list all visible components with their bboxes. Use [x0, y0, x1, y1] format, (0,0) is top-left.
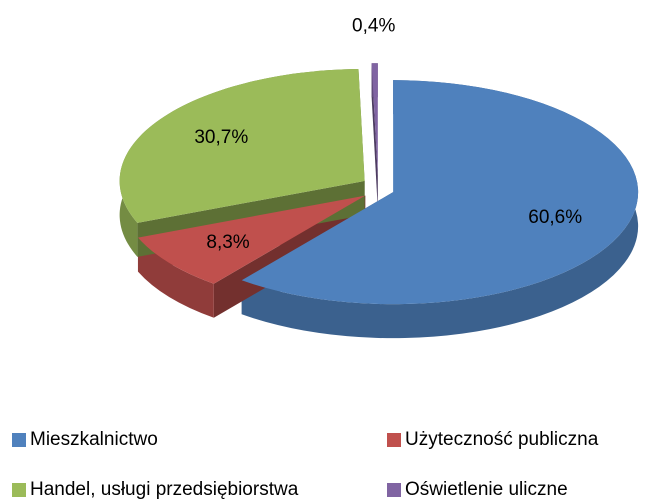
legend-swatch [387, 483, 401, 497]
slice-wall [137, 237, 214, 318]
legend-label: Użyteczność publiczna [405, 429, 599, 450]
data-label: 60,6% [528, 207, 582, 228]
pie-slice [137, 195, 366, 284]
pie-slice [371, 63, 378, 176]
pie-slice [119, 69, 365, 223]
legend-label: Oświetlenie uliczne [405, 479, 568, 500]
slice-side [371, 63, 378, 210]
pie-slice [241, 80, 639, 305]
data-label: 8,3% [206, 232, 249, 253]
slice-wall [241, 80, 639, 339]
legend-swatch [12, 433, 26, 447]
legend-label: Mieszkalnictwo [30, 429, 158, 450]
legend-swatch [12, 483, 26, 497]
data-label: 0,4% [352, 15, 395, 36]
legend-swatch [387, 433, 401, 447]
legend-label: Handel, usługi przedsiębiorstwa [30, 479, 299, 500]
data-label: 30,7% [194, 127, 248, 148]
